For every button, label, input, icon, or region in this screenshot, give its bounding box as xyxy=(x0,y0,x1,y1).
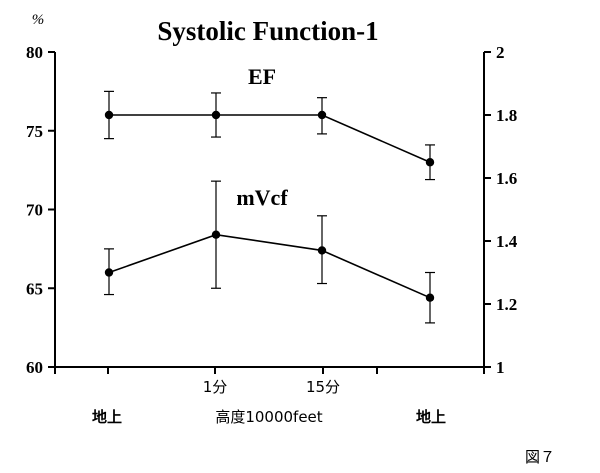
right-tick-label: 1.8 xyxy=(496,106,517,125)
left-tick-label: 80 xyxy=(26,43,43,62)
x-tick-label-15min: 15分 xyxy=(306,378,340,396)
right-tick-label: 1 xyxy=(496,358,505,377)
series-label-mvcf: mVcf xyxy=(236,185,288,210)
x-axis-ticks xyxy=(54,367,485,374)
data-point-mvcf xyxy=(104,268,114,277)
left-tick-label: 60 xyxy=(26,358,43,377)
figure-label: 図７ xyxy=(525,449,555,466)
series-label-ef: EF xyxy=(248,64,276,89)
data-point-mvcf xyxy=(317,246,327,255)
right-tick-label: 2 xyxy=(496,43,505,62)
right-tick-label: 1.2 xyxy=(496,295,517,314)
series-layer xyxy=(104,90,435,324)
series-line-mvcf xyxy=(108,233,431,299)
left-tick-label: 70 xyxy=(26,201,43,220)
x-group-label-altitude: 高度10000feet xyxy=(215,408,322,426)
left-axis-unit: % xyxy=(32,12,45,28)
data-point-ef xyxy=(425,158,435,167)
left-axis-ticks: 60 65 70 75 80 xyxy=(26,43,55,377)
series-line-ef xyxy=(109,114,431,163)
data-point-mvcf xyxy=(425,293,435,302)
right-axis-ticks: 1 1.2 1.4 1.6 1.8 2 xyxy=(484,43,518,377)
chart-title: Systolic Function-1 xyxy=(157,16,378,46)
right-tick-label: 1.6 xyxy=(496,169,517,188)
x-group-label-ground-start: 地上 xyxy=(92,408,122,426)
data-point-ef xyxy=(211,110,221,120)
data-point-mvcf xyxy=(211,230,221,239)
data-point-ef xyxy=(317,110,327,120)
x-group-label-ground-end: 地上 xyxy=(416,408,446,426)
data-point-ef xyxy=(104,110,114,120)
left-tick-label: 65 xyxy=(26,279,43,298)
x-tick-label-1min: 1分 xyxy=(203,378,228,396)
right-tick-label: 1.4 xyxy=(496,232,518,251)
left-tick-label: 75 xyxy=(26,122,43,141)
